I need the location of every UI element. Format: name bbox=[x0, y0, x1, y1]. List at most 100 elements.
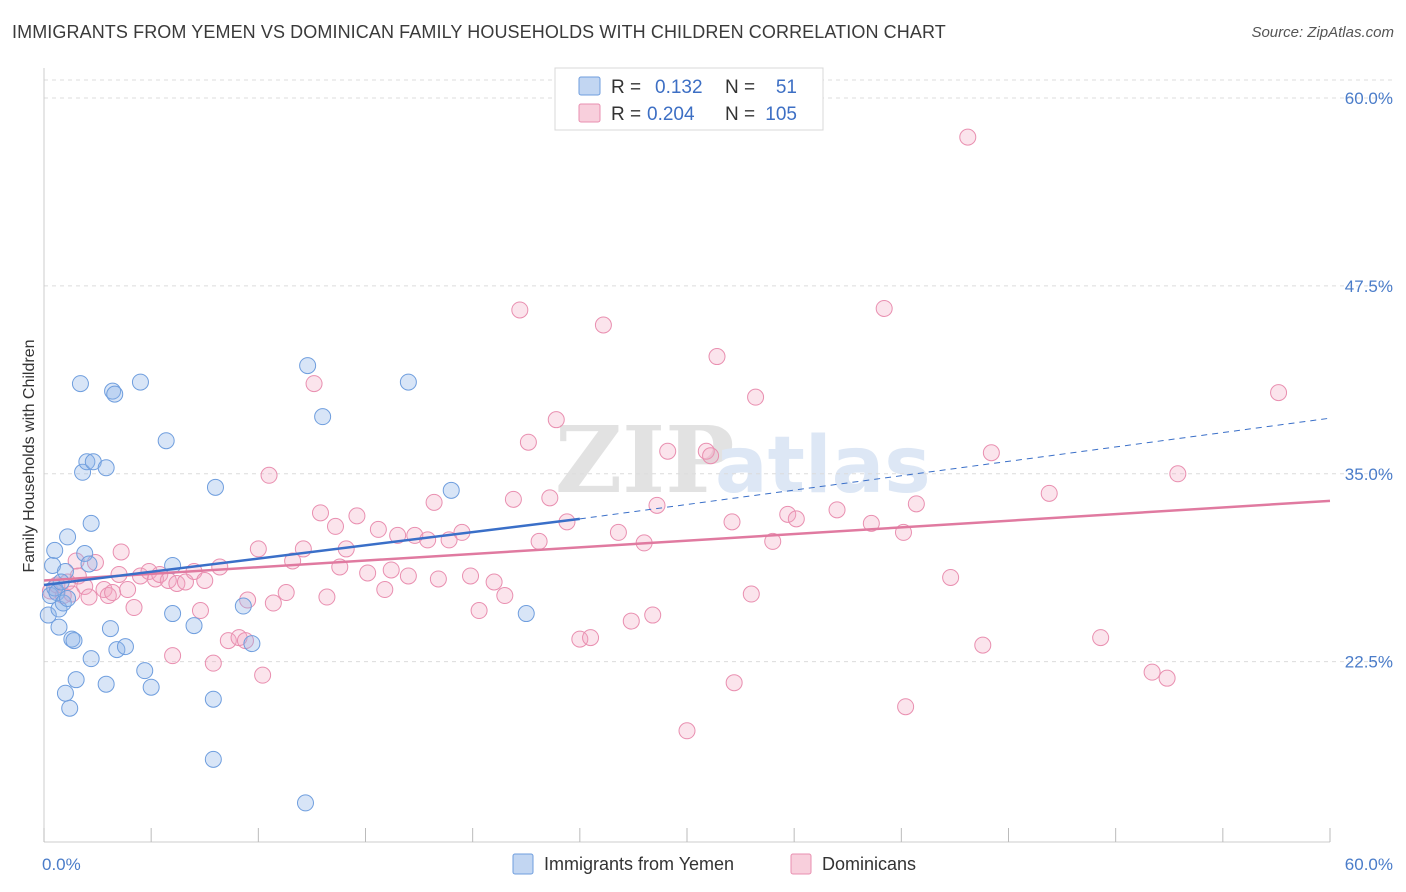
dominican-point bbox=[419, 531, 437, 549]
dominican-point bbox=[311, 504, 329, 522]
yemen-point bbox=[74, 463, 92, 481]
dominican-point bbox=[547, 411, 565, 429]
dominican-point bbox=[389, 526, 407, 544]
dominican-point bbox=[764, 532, 782, 550]
yemen-point bbox=[517, 605, 535, 623]
yemen-point bbox=[71, 375, 89, 393]
dominican-point bbox=[622, 612, 640, 630]
dominican-point bbox=[429, 570, 447, 588]
x-tick-label-min: 0.0% bbox=[42, 855, 81, 874]
yemen-trend-extension bbox=[579, 417, 1331, 520]
yemen-trend-line bbox=[43, 517, 580, 587]
y-tick-labels: 22.5% 35.0% 47.5% 60.0% bbox=[1345, 89, 1393, 672]
dominican-point bbox=[897, 698, 915, 716]
dominican-point bbox=[702, 447, 720, 465]
dominican-point bbox=[959, 128, 977, 146]
yemen-point bbox=[185, 617, 203, 635]
legend-r-label-yemen: R = bbox=[611, 77, 641, 98]
yemen-point bbox=[204, 690, 222, 708]
yemen-point bbox=[56, 684, 74, 702]
dominican-point bbox=[582, 629, 600, 647]
dominican-point bbox=[168, 574, 186, 592]
dominican-point bbox=[648, 496, 666, 514]
dominican-point bbox=[742, 585, 760, 603]
yemen-point bbox=[46, 541, 64, 559]
dominican-point bbox=[828, 501, 846, 519]
source-label: Source: ZipAtlas.com bbox=[1251, 24, 1394, 41]
dominican-point bbox=[382, 561, 400, 579]
dominican-point bbox=[305, 375, 323, 393]
series-dominicans-points bbox=[41, 128, 1288, 740]
yemen-point bbox=[39, 606, 57, 624]
grid-lines bbox=[44, 79, 1392, 663]
dominican-point bbox=[541, 489, 559, 507]
yemen-point bbox=[296, 794, 314, 812]
legend-swatch-yemen bbox=[578, 76, 601, 96]
dominican-point bbox=[875, 299, 893, 317]
dominican-point bbox=[504, 490, 522, 508]
dominican-point bbox=[191, 602, 209, 620]
yemen-point bbox=[142, 678, 160, 696]
dominican-point bbox=[1270, 384, 1288, 402]
yemen-point bbox=[136, 662, 154, 680]
dominican-point bbox=[982, 444, 1000, 462]
dominican-point bbox=[249, 540, 267, 558]
dominican-point bbox=[470, 602, 488, 620]
watermark-atlas: atlas bbox=[715, 421, 931, 511]
dominican-point bbox=[1158, 669, 1176, 687]
yemen-point bbox=[50, 618, 68, 636]
dominican-point bbox=[196, 571, 214, 589]
yemen-point bbox=[78, 453, 96, 471]
dominican-point bbox=[530, 532, 548, 550]
yemen-point bbox=[61, 699, 79, 717]
dominican-point bbox=[974, 636, 992, 654]
dominican-point bbox=[1040, 484, 1058, 502]
dominican-point bbox=[1143, 663, 1161, 681]
dominican-point bbox=[659, 442, 677, 460]
legend-n-value-dominicans: 105 bbox=[765, 104, 797, 125]
legend-n-label-dominicans: N = bbox=[725, 104, 755, 125]
yemen-point bbox=[59, 590, 77, 608]
bottom-legend-swatch-dominicans bbox=[790, 853, 812, 875]
dominican-point bbox=[112, 543, 130, 561]
series-yemen-points bbox=[39, 357, 535, 812]
yemen-point bbox=[97, 675, 115, 693]
yemen-point bbox=[82, 514, 100, 532]
legend-r-value-yemen: 0.132 bbox=[655, 77, 703, 98]
yemen-point bbox=[442, 481, 460, 499]
yemen-point bbox=[164, 605, 182, 623]
trend-lines bbox=[43, 417, 1331, 587]
yemen-point bbox=[67, 671, 85, 689]
yemen-point bbox=[116, 638, 134, 656]
dominican-point bbox=[511, 301, 529, 319]
dominican-point bbox=[519, 433, 537, 451]
yemen-point bbox=[65, 632, 83, 650]
legend-n-value-yemen: 51 bbox=[776, 77, 797, 98]
yemen-point bbox=[204, 750, 222, 768]
top-legend: R = 0.132 N = 51 R = 0.204 N = 105 bbox=[554, 67, 824, 131]
dominican-point bbox=[644, 606, 662, 624]
dominican-point bbox=[708, 348, 726, 366]
dominican-point bbox=[462, 567, 480, 585]
dominican-point bbox=[264, 594, 282, 612]
dominican-point bbox=[485, 573, 503, 591]
bottom-legend-swatch-yemen bbox=[512, 853, 534, 875]
dominican-point bbox=[219, 632, 237, 650]
dominican-point bbox=[725, 674, 743, 692]
yemen-point bbox=[131, 373, 149, 391]
dominican-point bbox=[425, 493, 443, 511]
dominican-point bbox=[348, 507, 366, 525]
yemen-point bbox=[314, 408, 332, 426]
dominican-point bbox=[80, 588, 98, 606]
dominican-point bbox=[254, 666, 272, 684]
dominican-point bbox=[787, 510, 805, 528]
dominican-point bbox=[369, 520, 387, 538]
dominican-point bbox=[164, 647, 182, 665]
y-tick-label: 22.5% bbox=[1345, 653, 1393, 672]
y-tick-label: 47.5% bbox=[1345, 277, 1393, 296]
yemen-point bbox=[299, 357, 317, 375]
dominican-point bbox=[376, 581, 394, 599]
x-tick-label-max: 60.0% bbox=[1345, 855, 1393, 874]
chart-title: IMMIGRANTS FROM YEMEN VS DOMINICAN FAMIL… bbox=[12, 22, 946, 42]
yemen-point bbox=[106, 385, 124, 403]
